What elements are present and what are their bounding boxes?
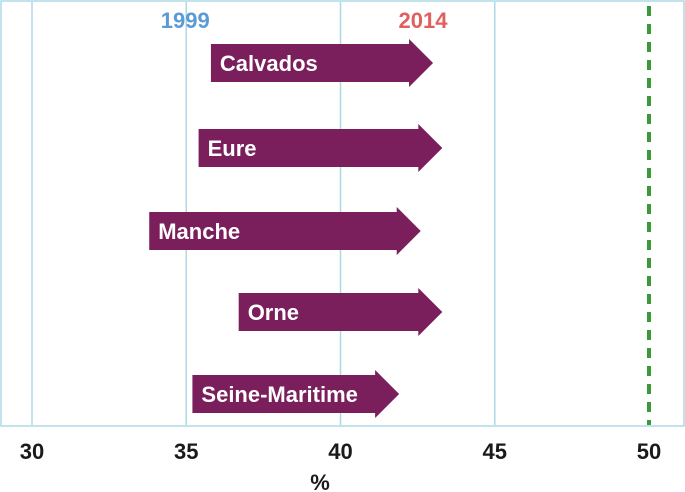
x-tick-label: 35 xyxy=(174,439,198,464)
arrow-label: Calvados xyxy=(220,51,318,76)
x-tick-label: 30 xyxy=(20,439,44,464)
arrow-calvados: Calvados xyxy=(210,39,434,87)
arrow-shape xyxy=(192,370,400,418)
x-tick-label: 50 xyxy=(637,439,661,464)
x-tick-label: 45 xyxy=(483,439,507,464)
plot-frame xyxy=(0,0,685,427)
arrow-label: Seine-Maritime xyxy=(201,382,357,407)
arrow-shape xyxy=(210,39,434,87)
end-year-label: 2014 xyxy=(399,8,449,33)
start-year-label: 1999 xyxy=(161,8,210,33)
arrow-eure: Eure xyxy=(198,124,443,172)
arrow-label: Manche xyxy=(158,219,240,244)
arrow-shape xyxy=(238,288,443,336)
arrow-shape xyxy=(198,124,443,172)
arrow-label: Eure xyxy=(208,136,257,161)
arrow-shape xyxy=(149,207,421,255)
arrow-manche: Manche xyxy=(149,207,421,255)
arrow-seine-maritime: Seine-Maritime xyxy=(192,370,400,418)
arrows: Calvados Eure Manche Orne Seine-Maritime xyxy=(149,39,443,418)
x-axis-title: % xyxy=(310,470,330,492)
x-axis-tick-labels: 30 35 40 45 50 xyxy=(20,439,661,464)
arrow-orne: Orne xyxy=(238,288,443,336)
x-tick-label: 40 xyxy=(328,439,352,464)
arrow-label: Orne xyxy=(248,300,299,325)
